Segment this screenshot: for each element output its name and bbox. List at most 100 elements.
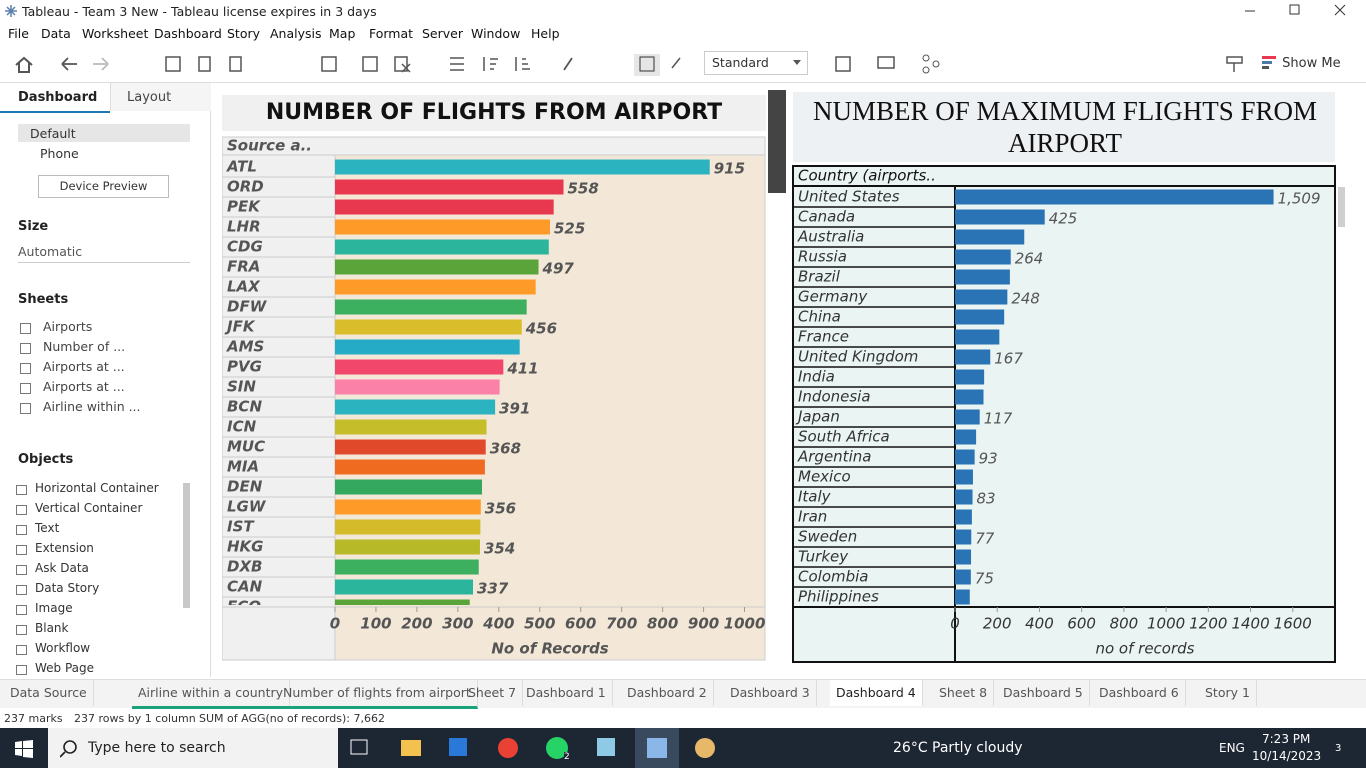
menu-item[interactable]: Data <box>41 26 71 41</box>
category-label: United Kingdom <box>798 348 918 366</box>
sheet-tab[interactable]: Dashboard 3 <box>724 680 817 706</box>
menu-item[interactable]: Dashboard <box>154 26 222 41</box>
menu-item[interactable]: Format <box>369 26 414 41</box>
toolbar-icons-right[interactable] <box>830 46 950 82</box>
category-label: CDG <box>227 238 263 256</box>
bar <box>955 369 985 385</box>
object-item[interactable]: Workflow <box>35 641 91 655</box>
device-preview-button[interactable]: Device Preview <box>38 175 169 198</box>
sheet-tab[interactable]: Number of flights from airport <box>277 680 478 709</box>
sidebar-tab[interactable]: Layout <box>127 90 172 105</box>
sheet-item[interactable]: Airline within ... <box>43 399 141 414</box>
bar <box>955 489 973 505</box>
sheet-tab[interactable]: Story 1 <box>1199 680 1257 706</box>
menu-item[interactable]: Story <box>227 26 261 41</box>
object-item[interactable]: Horizontal Container <box>35 481 159 495</box>
x-tick-label: 100 <box>360 615 391 633</box>
section-heading: Size <box>18 219 49 234</box>
sheet-item[interactable]: Airports at ... <box>43 379 125 394</box>
device-option[interactable]: Default <box>30 126 76 141</box>
category-label: Colombia <box>798 568 869 586</box>
value-label: 248 <box>1011 290 1040 308</box>
object-item[interactable]: Blank <box>35 621 69 635</box>
scroll-arrow[interactable] <box>768 592 786 606</box>
tab-bar <box>0 679 1366 708</box>
menu-item[interactable]: Map <box>329 26 356 41</box>
window-controls[interactable] <box>1240 0 1366 23</box>
sidebar-tab[interactable]: Dashboard <box>18 90 98 105</box>
sheet-tab[interactable]: Sheet 8 <box>933 680 995 706</box>
label-column <box>792 165 956 663</box>
x-tick-label: 500 <box>524 615 555 633</box>
bar <box>335 519 481 535</box>
floating-toolbar[interactable] <box>768 90 786 193</box>
sidebar: Dashboard Layout Default Phone Device Pr… <box>0 83 211 677</box>
x-tick-label: 400 <box>482 615 514 633</box>
bar <box>955 249 1011 265</box>
sheet-item[interactable]: Airports <box>43 319 93 334</box>
sheet-tab[interactable]: Dashboard 4 <box>830 680 923 706</box>
category-label: India <box>798 368 835 386</box>
object-icon <box>16 545 27 555</box>
bar <box>335 419 487 435</box>
sheet-tab[interactable]: Dashboard 6 <box>1093 680 1186 706</box>
sheet-item[interactable]: Number of ... <box>43 339 126 354</box>
object-item[interactable]: Image <box>35 601 73 615</box>
category-label: MUC <box>227 438 265 456</box>
device-option[interactable]: Phone <box>40 146 79 161</box>
scrollbar[interactable] <box>183 483 190 608</box>
bar <box>955 269 1010 285</box>
sheet-item[interactable]: Airports at ... <box>43 359 125 374</box>
weather[interactable]: 26°C Partly cloudy <box>893 740 1023 756</box>
sheet-tab[interactable]: Dashboard 5 <box>997 680 1090 706</box>
object-item[interactable]: Data Story <box>35 581 100 595</box>
bar <box>955 549 972 565</box>
bar <box>955 529 972 545</box>
menu-item[interactable]: Help <box>531 26 560 41</box>
clock-time[interactable]: 7:23 PM <box>1262 732 1311 746</box>
menu-item[interactable]: Server <box>422 26 463 41</box>
status-bar: 237 marks 237 rows by 1 column SUM of AG… <box>0 708 1366 728</box>
clock-date[interactable]: 10/14/2023 <box>1252 749 1322 763</box>
category-label: HKG <box>227 538 264 556</box>
sheet-tab[interactable]: Dashboard 1 <box>520 680 613 706</box>
status-rows: 237 rows by 1 column <box>74 712 196 725</box>
category-label: Canada <box>798 208 855 226</box>
object-icon <box>16 645 27 655</box>
size-dropdown[interactable]: Automatic <box>18 244 83 259</box>
menu-item[interactable]: Window <box>471 26 521 41</box>
fit-dropdown[interactable]: Standard <box>704 51 808 75</box>
taskbar-apps[interactable] <box>345 728 725 768</box>
sheet-tab[interactable]: Data Source <box>4 680 94 706</box>
show-me[interactable]: Show Me <box>1262 55 1341 71</box>
toolbar-icons[interactable] <box>0 46 700 82</box>
bar <box>335 299 527 315</box>
language[interactable]: ENG <box>1219 741 1245 755</box>
object-item[interactable]: Web Page <box>35 661 95 675</box>
sheet-tab[interactable]: Airline within a country <box>132 680 291 709</box>
device-highlight <box>18 124 190 142</box>
scrollbar[interactable] <box>1338 187 1345 227</box>
notification-count[interactable]: 3 <box>1335 743 1342 754</box>
value-label: 425 <box>1049 210 1078 228</box>
object-item[interactable]: Extension <box>35 541 94 555</box>
menu-item[interactable]: Analysis <box>270 26 322 41</box>
show-me-label: Show Me <box>1282 56 1341 71</box>
format-icon[interactable] <box>1225 54 1245 74</box>
value-label: 391 <box>499 400 530 418</box>
object-item[interactable]: Text <box>35 521 60 535</box>
sheet-tab[interactable]: Sheet 7 <box>462 680 524 706</box>
object-icon <box>16 665 27 675</box>
object-item[interactable]: Vertical Container <box>35 501 143 515</box>
search-box[interactable]: Type here to search <box>48 728 338 768</box>
object-item[interactable]: Ask Data <box>35 561 89 575</box>
window-title: Tableau - Team 3 New - Tableau license e… <box>22 4 377 19</box>
menu-item[interactable]: Worksheet <box>82 26 149 41</box>
category-label: DEN <box>227 478 263 496</box>
menu-item[interactable]: File <box>8 26 29 41</box>
category-label: LGW <box>227 498 267 516</box>
value-label: 117 <box>984 410 1013 428</box>
sheet-tab[interactable]: Dashboard 2 <box>621 680 714 706</box>
start-button[interactable] <box>15 740 33 758</box>
